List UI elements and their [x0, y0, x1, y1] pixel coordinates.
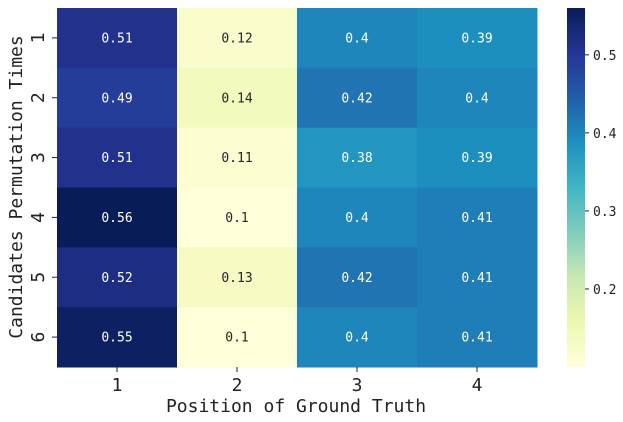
heatmap-cell-label-r5-c3: 0.42: [341, 271, 372, 286]
heatmap-cell-r6-c4: [417, 307, 538, 368]
heatmap-cell-r1-c2: [177, 8, 298, 69]
heatmap-cell-label-r5-c2: 0.13: [221, 271, 252, 286]
heatmap-cell-label-r4-c2: 0.1: [225, 211, 248, 226]
heatmap-cell-r2-c2: [177, 67, 298, 129]
heatmap-cell-label-r3-c2: 0.11: [221, 151, 252, 166]
y-tick-label-1: 1: [28, 32, 49, 43]
heatmap-cell-label-r6-c3: 0.4: [345, 331, 369, 346]
heatmap-cell-label-r1-c2: 0.12: [221, 31, 252, 46]
y-tick-label-6: 6: [28, 332, 49, 343]
heatmap-cell-r1-c3: [297, 8, 418, 69]
y-tick-label-2: 2: [28, 92, 49, 103]
colorbar-gradient: [567, 8, 585, 367]
heatmap-cell-r5-c2: [177, 247, 298, 308]
heatmap-cell-r2-c4: [417, 67, 538, 129]
heatmap-cell-label-r4-c1: 0.56: [101, 211, 132, 226]
colorbar-ticks: 0.2 0.3 0.4 0.5: [585, 49, 617, 298]
heatmap-cell-r3-c2: [177, 127, 298, 188]
heatmap-cell-label-r1-c1: 0.51: [101, 31, 132, 46]
heatmap-cell-r4-c4: [417, 187, 538, 248]
colorbar-tick-label-3: 0.4: [593, 127, 617, 142]
x-tick-label-1: 1: [112, 375, 123, 396]
heatmap-cell-label-r4-c3: 0.4: [345, 211, 369, 226]
heatmap-cell-label-r2-c1: 0.49: [101, 91, 132, 106]
heatmap-cell-r6-c2: [177, 307, 298, 368]
x-axis-ticks: 1 2 3 4: [112, 367, 483, 396]
heatmap-cell-r3-c4: [417, 127, 538, 188]
x-axis-label: Position of Ground Truth: [166, 396, 426, 417]
heatmap-cell-label-r1-c3: 0.4: [345, 31, 369, 46]
heatmap-cell-r5-c1: [57, 247, 178, 308]
heatmap-cell-label-r3-c1: 0.51: [101, 151, 132, 166]
heatmap-cells: [57, 8, 538, 368]
heatmap-cell-r5-c3: [297, 247, 418, 308]
heatmap-cell-label-r6-c2: 0.1: [225, 331, 248, 346]
heatmap-cell-label-r4-c4: 0.41: [461, 211, 492, 226]
colorbar: 0.2 0.3 0.4 0.5: [567, 8, 617, 367]
heatmap-cell-r6-c3: [297, 307, 418, 368]
heatmap-cell-label-r2-c3: 0.42: [341, 91, 372, 106]
y-axis-label: Candidates Permutation Times: [6, 35, 27, 338]
heatmap-cell-labels: 0.51 0.12 0.4 0.39 0.49 0.14 0.42 0.4 0.51 0.11 0.…: [101, 31, 492, 345]
heatmap-cell-r4-c1: [57, 187, 178, 248]
heatmap-cell-label-r3-c4: 0.39: [461, 151, 492, 166]
heatmap-cell-label-r1-c4: 0.39: [461, 31, 492, 46]
colorbar-tick-label-4: 0.5: [593, 49, 616, 64]
heatmap-cell-r4-c3: [297, 187, 418, 248]
y-axis-ticks: 1 2 3 4 5 6: [28, 32, 57, 343]
heatmap-cell-label-r3-c3: 0.38: [341, 151, 372, 166]
heatmap-cell-label-r6-c4: 0.41: [461, 331, 492, 346]
heatmap-cell-r4-c2: [177, 187, 298, 248]
y-tick-label-3: 3: [28, 152, 49, 163]
heatmap-cell-label-r6-c1: 0.55: [101, 331, 132, 346]
heatmap-cell-label-r2-c4: 0.4: [465, 91, 489, 106]
x-tick-label-3: 3: [352, 375, 363, 396]
x-tick-label-4: 4: [472, 375, 483, 396]
heatmap-cell-label-r2-c2: 0.14: [221, 91, 252, 106]
heatmap-cell-r5-c4: [417, 247, 538, 308]
heatmap-cell-r2-c3: [297, 67, 418, 129]
heatmap-cell-r1-c4: [417, 8, 538, 69]
colorbar-tick-label-2: 0.3: [593, 205, 616, 220]
heatmap-cell-label-r5-c4: 0.41: [461, 271, 492, 286]
heatmap-cell-r3-c1: [57, 127, 178, 188]
heatmap-cell-r3-c3: [297, 127, 418, 188]
heatmap-cell-r1-c1: [57, 8, 178, 69]
heatmap-cell-r2-c1: [57, 67, 178, 129]
heatmap-cell-r6-c1: [57, 307, 178, 368]
x-tick-label-2: 2: [232, 375, 243, 396]
heatmap-cell-label-r5-c1: 0.52: [101, 271, 132, 286]
y-tick-label-5: 5: [28, 272, 49, 283]
y-tick-label-4: 4: [28, 212, 49, 223]
colorbar-tick-label-1: 0.2: [593, 283, 616, 298]
